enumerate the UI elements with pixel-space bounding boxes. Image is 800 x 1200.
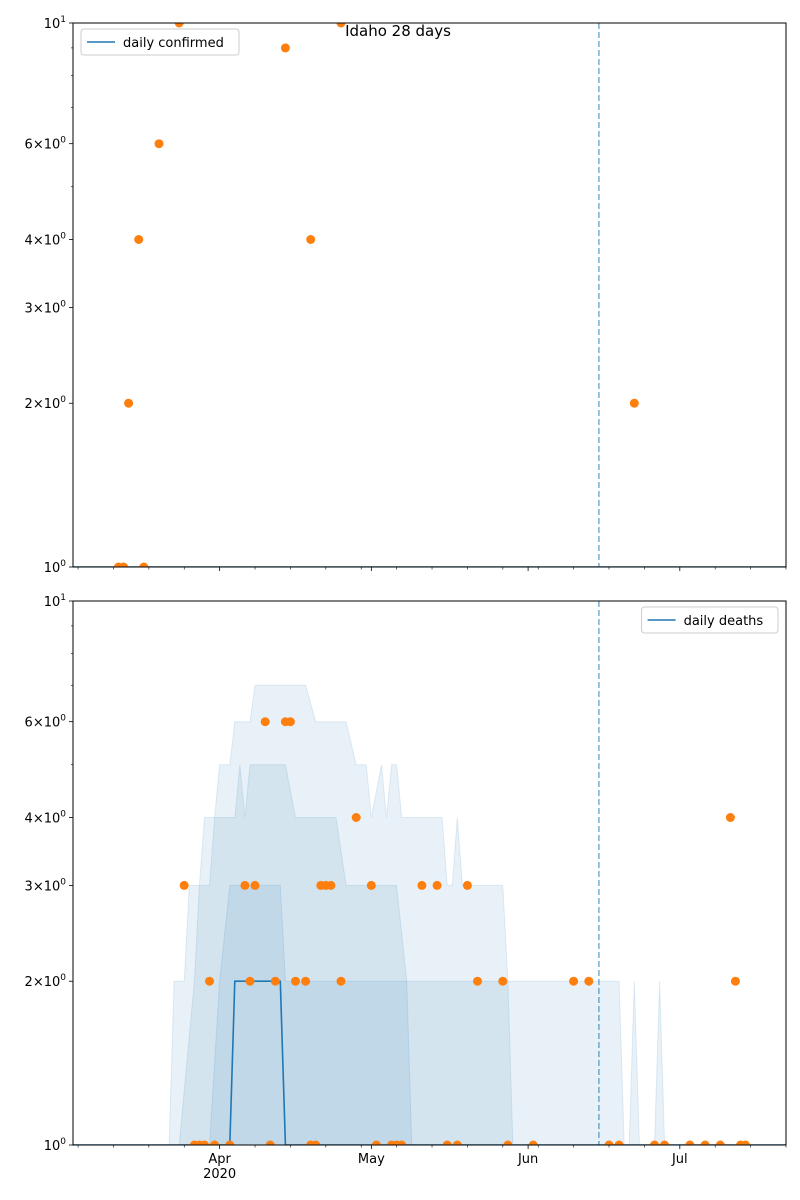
- y-tick-label: 3×100: [25, 877, 67, 894]
- legend-label: daily deaths: [684, 614, 764, 629]
- data-point: [473, 976, 482, 986]
- y-tick-label: 101: [44, 15, 66, 32]
- data-point: [730, 976, 740, 986]
- data-point: [685, 1140, 695, 1145]
- data-point: [205, 976, 214, 986]
- legend-label: daily confirmed: [123, 36, 224, 51]
- data-point: [660, 1140, 670, 1145]
- legend: daily deaths: [641, 606, 779, 634]
- data-point: [240, 880, 250, 890]
- confidence-band-2: [178, 764, 514, 1145]
- data-point: [741, 1140, 750, 1145]
- x-tick-label: May: [358, 1152, 385, 1167]
- data-point: [528, 1140, 538, 1145]
- data-point: [306, 235, 316, 244]
- data-point: [614, 1140, 624, 1145]
- figure-title: Idaho 28 days: [345, 22, 451, 40]
- data-point: [700, 1140, 710, 1145]
- x-tick-label: Apr: [208, 1152, 231, 1167]
- data-point: [301, 976, 311, 986]
- data-point: [584, 976, 594, 986]
- confirmed-panel: 100 2×100 3×100 4×100 6×100 101 daily confirme…: [25, 15, 787, 576]
- legend-box: [641, 606, 779, 634]
- data-point: [650, 1140, 659, 1145]
- axes-frame: [72, 22, 787, 568]
- y-tick-label: 100: [44, 1137, 67, 1154]
- y-tick-label: 101: [44, 593, 66, 610]
- plot-area: [73, 601, 786, 1145]
- y-tick-label: 4×100: [25, 809, 67, 826]
- y-tick-label: 6×100: [25, 136, 67, 153]
- data-point: [336, 23, 346, 28]
- data-point: [336, 976, 346, 986]
- plot-area: [73, 23, 786, 567]
- data-point: [210, 1140, 220, 1145]
- legend: daily confirmed: [80, 28, 240, 56]
- data-point: [366, 880, 376, 890]
- x-tick-label: Jul: [671, 1152, 688, 1167]
- data-point: [326, 880, 336, 890]
- data-point: [134, 235, 144, 244]
- data-point: [452, 1140, 462, 1145]
- data-point: [260, 717, 270, 727]
- data-point: [498, 976, 508, 986]
- y-tick-label: 100: [44, 559, 67, 576]
- data-point: [154, 139, 164, 149]
- data-point: [250, 880, 260, 890]
- data-point: [371, 1140, 381, 1145]
- data-point: [432, 880, 442, 890]
- data-point: [462, 880, 472, 890]
- data-point: [629, 398, 639, 408]
- x-tick-label: 2020: [203, 1167, 236, 1182]
- legend-box: [80, 28, 240, 56]
- data-point: [397, 1140, 407, 1145]
- axes-frame: [72, 600, 787, 1146]
- data-point: [503, 1140, 513, 1145]
- y-tick-label: 3×100: [25, 299, 67, 316]
- data-point: [442, 1140, 452, 1145]
- data-point: [139, 562, 149, 567]
- data-point: [715, 1140, 725, 1145]
- data-point: [124, 398, 134, 408]
- data-point: [417, 880, 427, 890]
- data-point: [200, 1140, 209, 1145]
- data-point: [179, 880, 189, 890]
- data-point: [245, 976, 255, 986]
- data-point: [225, 1140, 235, 1145]
- data-point: [311, 1140, 321, 1145]
- y-tick-label: 6×100: [25, 714, 67, 731]
- y-tick-label: 2×100: [25, 395, 67, 412]
- data-point: [569, 976, 579, 986]
- x-tick-label: Jun: [517, 1152, 538, 1167]
- data-point: [119, 562, 129, 567]
- data-point: [270, 976, 280, 986]
- y-tick-label: 2×100: [25, 973, 67, 990]
- data-point: [265, 1140, 275, 1145]
- data-point: [280, 43, 290, 53]
- data-point: [351, 813, 361, 822]
- confidence-band-3: [208, 884, 413, 1145]
- data-point: [604, 1140, 614, 1145]
- data-point: [285, 717, 295, 727]
- confidence-band-1: [168, 684, 666, 1145]
- series-line: [73, 980, 786, 1145]
- data-point: [291, 976, 300, 986]
- data-point: [174, 23, 184, 28]
- data-point: [725, 813, 735, 822]
- y-tick-label: 4×100: [25, 231, 67, 248]
